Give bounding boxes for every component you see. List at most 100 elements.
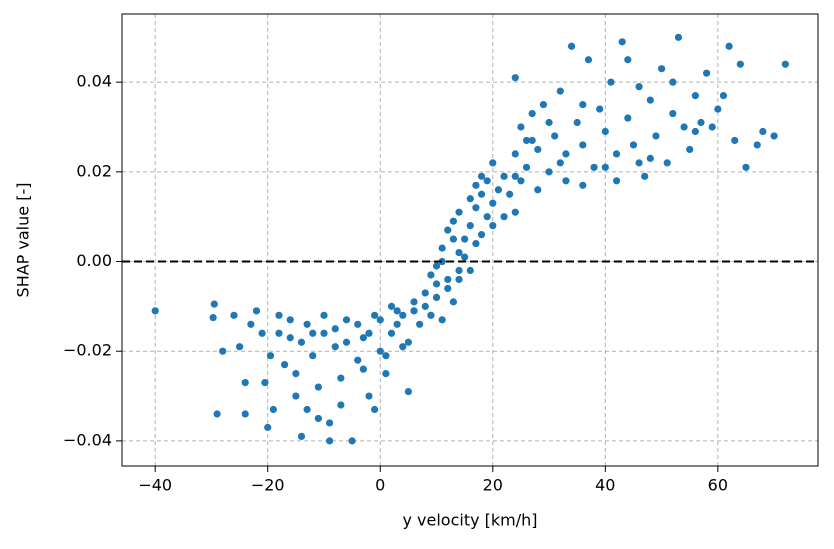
- scatter-point: [725, 42, 733, 50]
- scatter-point: [247, 320, 255, 328]
- scatter-point: [657, 65, 666, 73]
- scatter-point: [297, 338, 306, 346]
- scatter-point: [759, 127, 767, 136]
- scatter-point: [371, 405, 379, 414]
- scatter-point: [663, 159, 671, 167]
- scatter-point: [444, 226, 452, 234]
- scatter-point: [432, 262, 441, 270]
- scatter-point: [539, 100, 548, 109]
- x-tick-label: 20: [483, 476, 503, 495]
- scatter-point: [444, 275, 452, 284]
- x-tick-label: 60: [708, 476, 728, 495]
- scatter-point: [697, 118, 705, 127]
- scatter-point: [266, 352, 275, 360]
- scatter-point: [365, 329, 373, 337]
- scatter-point: [551, 132, 559, 140]
- scatter-point: [691, 92, 699, 100]
- scatter-point: [342, 338, 351, 346]
- scatter-point: [506, 190, 514, 198]
- scatter-point: [449, 298, 458, 306]
- scatter-point: [449, 217, 458, 225]
- scatter-point: [477, 172, 486, 180]
- scatter-point: [472, 181, 480, 189]
- scatter-point: [421, 289, 429, 297]
- x-tick-label: 40: [595, 476, 615, 495]
- scatter-point: [281, 361, 289, 369]
- scatter-point: [359, 365, 367, 373]
- scatter-point: [331, 343, 339, 351]
- y-axis-label: SHAP value [-]: [14, 183, 33, 298]
- scatter-point: [320, 329, 328, 337]
- scatter-point: [210, 300, 218, 308]
- scatter-point: [432, 280, 441, 288]
- scatter-point: [382, 352, 390, 360]
- scatter-point: [230, 311, 238, 319]
- scatter-point: [376, 347, 384, 355]
- scatter-point: [461, 235, 469, 243]
- scatter-point: [607, 78, 615, 86]
- scatter-point: [438, 257, 446, 266]
- scatter-point: [522, 163, 531, 171]
- scatter-point: [348, 437, 356, 445]
- scatter-point: [590, 163, 598, 171]
- scatter-point: [416, 320, 424, 328]
- scatter-point: [466, 195, 474, 203]
- scatter-point: [252, 307, 261, 315]
- scatter-point: [500, 172, 508, 180]
- scatter-point: [494, 186, 503, 194]
- scatter-point: [427, 271, 435, 279]
- scatter-point: [297, 432, 306, 441]
- scatter-point: [702, 69, 711, 77]
- scatter-point: [399, 311, 407, 319]
- scatter-point: [691, 127, 699, 136]
- scatter-point: [261, 378, 269, 387]
- scatter-point: [292, 370, 300, 378]
- scatter-point: [534, 145, 542, 154]
- scatter-point: [719, 92, 728, 100]
- scatter-point: [601, 163, 609, 171]
- scatter-point: [618, 38, 626, 46]
- scatter-point: [235, 343, 244, 351]
- scatter-point: [241, 378, 249, 387]
- scatter-point: [151, 307, 159, 315]
- scatter-point: [545, 118, 553, 127]
- scatter-point: [601, 127, 609, 136]
- scatter-point: [337, 374, 345, 382]
- y-tick-label: −0.04: [63, 430, 112, 449]
- scatter-point: [629, 141, 638, 149]
- scatter-point: [579, 141, 587, 149]
- scatter-point: [652, 132, 660, 140]
- scatter-point: [511, 208, 519, 216]
- y-tick-label: 0.04: [76, 72, 112, 91]
- scatter-point: [556, 159, 564, 167]
- scatter-point: [528, 109, 536, 118]
- scatter-point: [393, 320, 401, 328]
- scatter-point: [309, 352, 317, 360]
- scatter-point: [635, 83, 643, 91]
- scatter-point: [292, 392, 300, 400]
- scatter-point: [404, 338, 412, 346]
- scatter-point: [477, 190, 486, 198]
- scatter-point: [455, 248, 463, 257]
- scatter-point: [354, 356, 362, 364]
- scatter-point: [387, 329, 396, 337]
- scatter-point: [421, 302, 429, 310]
- scatter-point: [213, 410, 221, 418]
- scatter-point: [320, 311, 328, 319]
- x-tick-label: −20: [251, 476, 285, 495]
- plot-frame: [121, 13, 819, 467]
- scatter-point: [489, 159, 497, 167]
- scatter-point: [742, 163, 750, 171]
- scatter-point: [669, 109, 677, 118]
- scatter-point: [674, 33, 683, 41]
- scatter-point: [354, 320, 362, 328]
- scatter-point: [522, 136, 531, 145]
- scatter-point: [303, 320, 311, 328]
- scatter-point: [275, 311, 283, 319]
- scatter-point: [753, 141, 761, 149]
- scatter-point: [646, 154, 654, 162]
- scatter-point: [567, 42, 576, 50]
- scatter-point: [489, 199, 497, 207]
- scatter-point: [641, 172, 649, 180]
- scatter-point: [731, 136, 739, 145]
